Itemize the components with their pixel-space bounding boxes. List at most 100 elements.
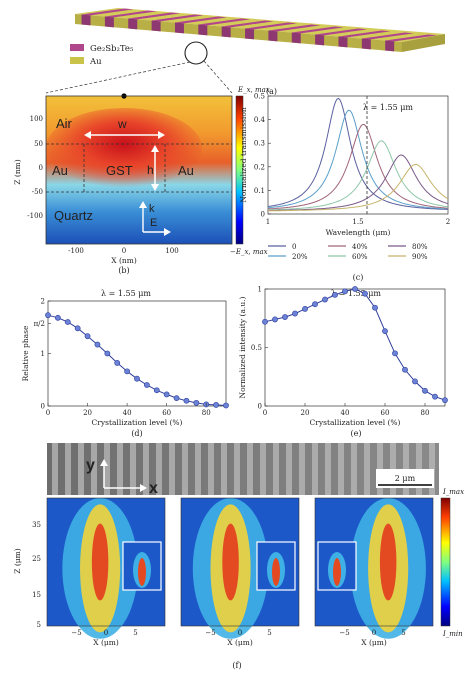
panel-f: y x 2 μm −5 0 5X (μm)−5 0 5X (μm)−5 0 5X (μm) … [13,443,464,670]
plot-frame-c [267,95,449,215]
sem-line [195,443,201,495]
gst-stripe-side [385,40,395,52]
e-arrow-head [164,228,171,236]
data-point-e [362,290,368,297]
legend-label-c: 60% [352,253,368,261]
sem-line [104,443,110,495]
data-point-d [74,325,81,332]
sem-line [247,443,253,495]
gst-stripe-side [361,38,371,50]
spectrum-curve-5 [268,164,449,212]
sem-line [260,443,266,495]
xtick-e: 80 [421,409,430,417]
map-frame [46,497,166,627]
xtick-b-m100: -100 [68,247,84,255]
data-point-d [114,360,121,366]
legend-label-c: 40% [352,243,368,251]
xtick-c: 1 [266,218,270,226]
gst-stripe [104,10,157,18]
xtick-d: 40 [123,409,132,417]
sem-axis-x: x [149,480,158,497]
gst-stripe [268,24,321,32]
xlabel-b: X (nm) [111,256,137,265]
sem-line [299,443,305,495]
xtick-d: 0 [46,409,50,417]
legend-label-c: 20% [292,253,308,261]
sem-line [156,443,162,495]
data-point-e [392,350,398,357]
ytick-c: 0.2 [254,163,265,171]
gst-stripe [81,8,134,16]
xtick-e: 60 [381,409,390,417]
legend-label-c: 0 [292,243,296,251]
ytick-d: 2 [41,298,45,306]
xtick-f: −5 [205,629,215,637]
xtick-f: 0 [238,629,242,637]
caption-e: (e) [351,429,362,438]
data-point-d [153,387,160,394]
zoom-line-left [45,61,191,94]
data-point-d [84,333,91,340]
gst-stripe-side [198,24,208,36]
data-point-e [262,318,268,325]
xtick-e: 0 [263,409,267,417]
colorbar-b [235,95,244,245]
data-point-d [124,368,131,375]
data-point-d [104,350,111,357]
panel-a: Ge₂Sb₂Te₅ Au (a) [45,8,445,96]
xtick-d: 60 [162,409,171,417]
ylabel-e: Normalized intensity (a.u.) [238,296,247,398]
gst-stripe [245,22,298,30]
sem-line [208,443,214,495]
label-quartz: Quartz [54,208,93,223]
gst-stripe-side [81,14,91,26]
ylabel-d: Relative phase [21,325,30,381]
sem-line [221,443,227,495]
data-point-d [193,399,200,406]
label-e: E [150,217,157,229]
colorbar-f [440,497,451,627]
data-point-e [312,301,318,308]
ytick-f-35: 35 [32,521,41,529]
ytick-b-50: 50 [34,140,43,148]
intensity-maps: −5 0 5 X (μm) −5 0 5 X (μm) −5 0 5 X (μm) [46,497,434,647]
sem-line [234,443,240,495]
xtick-f: 5 [267,629,271,637]
data-point-d [173,395,180,402]
sem-line [182,443,188,495]
ytick-b-0: 0 [39,164,43,172]
spectrum-curve-4 [268,154,449,211]
gst-stripe [338,30,391,38]
sem-line [351,443,357,495]
ytick-d: 1 [41,350,45,358]
metasurface-top [75,8,445,42]
data-point-e [402,366,408,373]
axes-c: 0 0.1 0.2 0.3 0.4 0.5 1 1.5 2 Wavelength (μm) Norm… [239,93,450,238]
h-arrow-top-head [151,145,159,152]
xtick-b-100: 100 [165,247,178,255]
colorbar-b-min: −E_x, max [230,248,268,256]
sem-line [143,443,149,495]
data-point-d [213,402,220,408]
legend-label-au: Au [89,57,102,67]
xlabel-c: Wavelength (μm) [326,228,391,237]
label-air: Air [56,116,73,131]
gst-stripe-side [268,30,278,42]
colorbar-b-max: E_x, max [237,86,270,94]
gst-stripe-side [338,36,348,48]
legend-label-c: 90% [412,253,428,261]
gst-stripes [81,8,438,52]
sem-line [78,443,84,495]
legend-label-gst: Ge₂Sb₂Te₅ [90,44,134,54]
xtick-f: −5 [71,629,81,637]
xlabel-f: X (μm) [361,638,387,647]
spectrum-curve-0 [267,97,449,210]
xtick-b-0: 0 [122,247,126,255]
field-frame-b [45,95,233,245]
xlabel-f: X (μm) [93,638,119,647]
xtick-f: 5 [133,629,137,637]
xtick-f: 0 [104,629,108,637]
spectrum-curve-2 [267,123,449,210]
scale-label: 2 μm [395,474,416,483]
